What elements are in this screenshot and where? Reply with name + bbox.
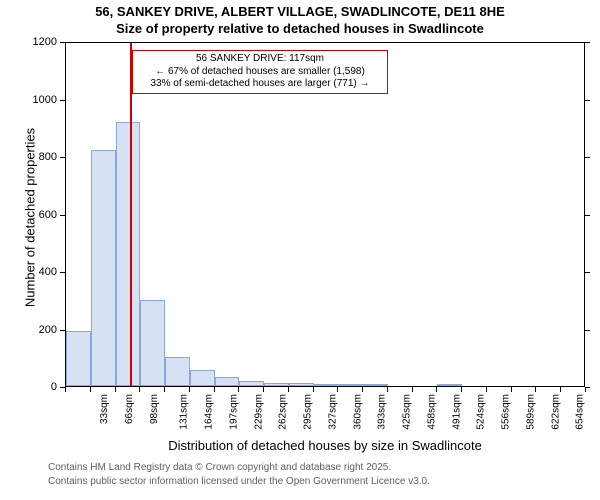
annotation-line: 56 SANKEY DRIVE: 117sqm	[137, 53, 383, 66]
x-tick-label: 524sqm	[476, 394, 487, 430]
y-tick-mark	[60, 272, 65, 273]
x-tick-label: 33sqm	[99, 394, 110, 424]
footer-line-1: Contains HM Land Registry data © Crown c…	[48, 462, 391, 473]
y-tick-mark	[585, 215, 590, 216]
y-tick-label: 600	[17, 209, 57, 221]
histogram-bar	[165, 357, 190, 386]
x-tick-mark	[585, 387, 586, 392]
histogram-bar	[437, 384, 462, 386]
histogram-bar	[215, 377, 240, 386]
x-tick-mark	[337, 387, 338, 392]
annotation-line: ← 67% of detached houses are smaller (1,…	[137, 66, 383, 79]
x-tick-mark	[139, 387, 140, 392]
annotation-line: 33% of semi-detached houses are larger (…	[137, 78, 383, 91]
x-tick-mark	[189, 387, 190, 392]
x-tick-mark	[436, 387, 437, 392]
x-tick-mark	[461, 387, 462, 392]
x-tick-mark	[115, 387, 116, 392]
x-tick-label: 164sqm	[204, 394, 215, 430]
x-tick-label: 262sqm	[278, 394, 289, 430]
annotation-box: 56 SANKEY DRIVE: 117sqm← 67% of detached…	[132, 50, 388, 94]
x-tick-label: 491sqm	[451, 394, 462, 430]
x-tick-label: 229sqm	[253, 394, 264, 430]
y-tick-label: 200	[17, 324, 57, 336]
x-tick-mark	[238, 387, 239, 392]
x-tick-mark	[288, 387, 289, 392]
x-tick-mark	[214, 387, 215, 392]
histogram-bar	[116, 122, 141, 387]
histogram-bar	[239, 381, 264, 386]
histogram-bar	[66, 331, 91, 386]
y-tick-mark	[585, 330, 590, 331]
y-tick-mark	[60, 330, 65, 331]
y-tick-label: 800	[17, 151, 57, 163]
x-tick-mark	[65, 387, 66, 392]
x-tick-label: 360sqm	[352, 394, 363, 430]
x-tick-mark	[535, 387, 536, 392]
x-tick-mark	[313, 387, 314, 392]
x-tick-mark	[511, 387, 512, 392]
x-tick-label: 654sqm	[575, 394, 586, 430]
x-tick-label: 197sqm	[228, 394, 239, 430]
histogram-bar	[140, 300, 165, 386]
y-tick-label: 400	[17, 266, 57, 278]
x-axis-title: Distribution of detached houses by size …	[65, 438, 585, 453]
x-tick-label: 393sqm	[377, 394, 388, 430]
y-tick-mark	[585, 157, 590, 158]
y-tick-label: 1200	[17, 36, 57, 48]
y-tick-mark	[60, 215, 65, 216]
x-tick-label: 295sqm	[303, 394, 314, 430]
chart-container: 56, SANKEY DRIVE, ALBERT VILLAGE, SWADLI…	[0, 0, 600, 500]
x-tick-mark	[263, 387, 264, 392]
footer-line-2: Contains public sector information licen…	[48, 476, 430, 487]
y-tick-label: 0	[17, 381, 57, 393]
histogram-bar	[314, 384, 339, 386]
x-tick-mark	[412, 387, 413, 392]
histogram-bar	[363, 384, 388, 386]
plot-area	[65, 42, 585, 387]
x-tick-label: 131sqm	[179, 394, 190, 430]
y-tick-label: 1000	[17, 94, 57, 106]
subject-property-marker	[130, 43, 132, 386]
y-tick-mark	[60, 42, 65, 43]
x-tick-label: 66sqm	[124, 394, 135, 424]
x-tick-label: 425sqm	[402, 394, 413, 430]
histogram-bar	[338, 384, 363, 386]
x-tick-mark	[164, 387, 165, 392]
x-tick-mark	[362, 387, 363, 392]
y-tick-mark	[60, 157, 65, 158]
x-tick-label: 327sqm	[327, 394, 338, 430]
x-tick-label: 622sqm	[550, 394, 561, 430]
x-tick-mark	[90, 387, 91, 392]
x-tick-mark	[486, 387, 487, 392]
title-line-2: Size of property relative to detached ho…	[0, 21, 600, 36]
x-tick-mark	[560, 387, 561, 392]
y-tick-mark	[585, 42, 590, 43]
histogram-bar	[264, 383, 289, 386]
x-tick-label: 589sqm	[526, 394, 537, 430]
x-tick-label: 458sqm	[426, 394, 437, 430]
x-tick-label: 98sqm	[149, 394, 160, 424]
y-tick-mark	[60, 100, 65, 101]
histogram-bar	[289, 383, 314, 386]
title-line-1: 56, SANKEY DRIVE, ALBERT VILLAGE, SWADLI…	[0, 4, 600, 19]
y-tick-mark	[585, 272, 590, 273]
histogram-bar	[190, 370, 215, 386]
x-tick-label: 556sqm	[501, 394, 512, 430]
x-tick-mark	[387, 387, 388, 392]
histogram-bar	[91, 150, 116, 386]
y-tick-mark	[585, 100, 590, 101]
